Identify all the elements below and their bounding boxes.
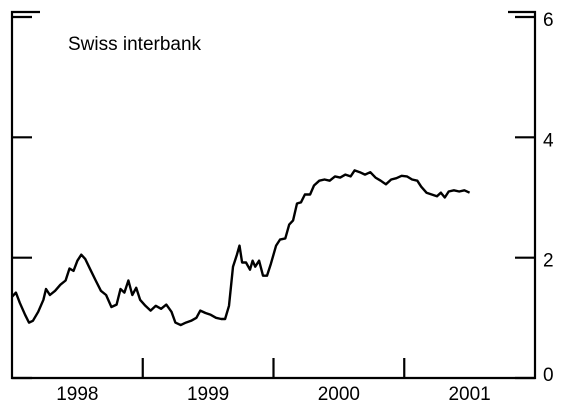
line	[11, 169, 471, 327]
x-tick-label: 1999	[187, 384, 229, 405]
x-tick-label: 2000	[318, 384, 360, 405]
y-tick-label: 6	[543, 10, 554, 31]
y-tick-label: 0	[543, 365, 554, 386]
frame	[10, 10, 537, 380]
y-tick-label: 2	[543, 251, 554, 272]
x-tick-label: 1998	[56, 384, 98, 405]
chart-title: Swiss interbank	[68, 34, 202, 55]
y-tick-label: 4	[543, 130, 554, 151]
x-tick-label: 2001	[448, 384, 490, 405]
